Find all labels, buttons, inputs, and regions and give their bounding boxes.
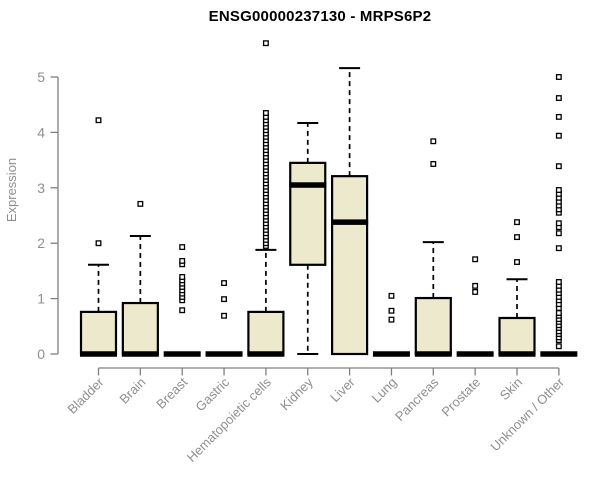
box [121,301,159,356]
outlier-point [221,280,227,287]
boxplot-brain [121,200,159,357]
outlier-point [430,138,437,145]
outlier-point [221,296,227,303]
outlier-point [262,110,269,116]
median-line [205,351,243,357]
outlier-point [388,307,395,314]
median-line [247,351,285,357]
chart-title: ENSG00000237130 - MRPS6P2 [208,8,432,25]
y-tick-label: 0 [37,346,45,362]
outlier-point [262,40,269,47]
box [289,161,327,266]
outlier-point [555,310,562,316]
boxplot-breast [163,244,201,357]
outlier-point [137,200,144,207]
outlier-point [388,316,395,323]
x-tick-label-lung: Lung [369,375,400,406]
y-tick-label: 1 [37,291,45,307]
boxplot-lung [372,292,410,357]
y-tick-label: 4 [37,124,45,140]
median-line [80,351,117,357]
outlier-point [472,289,479,295]
y-tick-label: 5 [37,69,45,85]
median-line [414,351,452,357]
outlier-point [95,117,102,124]
outlier-point [430,161,437,167]
outlier-point [179,244,186,251]
outlier-point [388,292,395,299]
boxplot-unknown-other [540,74,578,357]
boxplot-prostate [456,256,494,357]
x-tick-label-pancreas: Pancreas [392,374,442,424]
x-tick-label-unknown-other: Unknown / Other [487,374,567,454]
boxplot-skin [498,219,536,357]
median-line [498,351,536,357]
outlier-point [555,230,562,237]
outlier-point [514,234,520,241]
outlier-point [555,220,562,227]
boxplot-kidney [289,121,327,355]
x-tick-label-bladder: Bladder [64,374,107,417]
outlier-point [555,187,562,193]
x-tick-label-kidney: Kidney [277,374,316,413]
median-line [289,182,327,188]
median-line [163,351,201,357]
x-tick-label-gastric: Gastric [192,374,232,414]
median-line [331,219,369,225]
outlier-point [555,343,562,350]
box [498,316,536,356]
y-tick-label: 2 [37,235,45,251]
box [79,310,118,356]
x-tick-label-brain: Brain [116,375,148,407]
outlier-point [179,274,186,280]
x-tick-label-liver: Liver [327,374,358,405]
y-tick-label: 3 [37,180,45,196]
outlier-point [555,163,562,170]
outlier-point [95,240,102,247]
boxplot-pancreas [414,138,452,357]
x-tick-label-breast: Breast [153,374,190,411]
outlier-point [472,256,479,263]
x-tick-label-skin: Skin [497,375,525,403]
median-line [121,351,159,357]
boxplot-gastric [205,280,243,357]
outlier-point [514,259,520,265]
outlier-point [179,257,186,264]
median-line [540,351,578,357]
outlier-point [555,95,562,102]
median-line [372,351,410,357]
outlier-point [555,113,562,120]
outlier-point [514,219,520,226]
outlier-point [555,245,562,252]
outlier-point [555,279,562,285]
outlier-point [555,132,562,139]
boxplot-bladder [79,117,118,357]
boxplot-hematopoietic-cells [247,40,285,357]
x-tick-label-prostate: Prostate [438,375,483,420]
box [414,296,452,356]
box [247,310,285,356]
outlier-point [179,307,186,314]
boxplot-liver [331,67,369,356]
outlier-point [555,74,562,80]
box [331,175,369,356]
outlier-point [221,312,227,319]
outlier-point [472,282,479,289]
median-line [456,351,494,357]
